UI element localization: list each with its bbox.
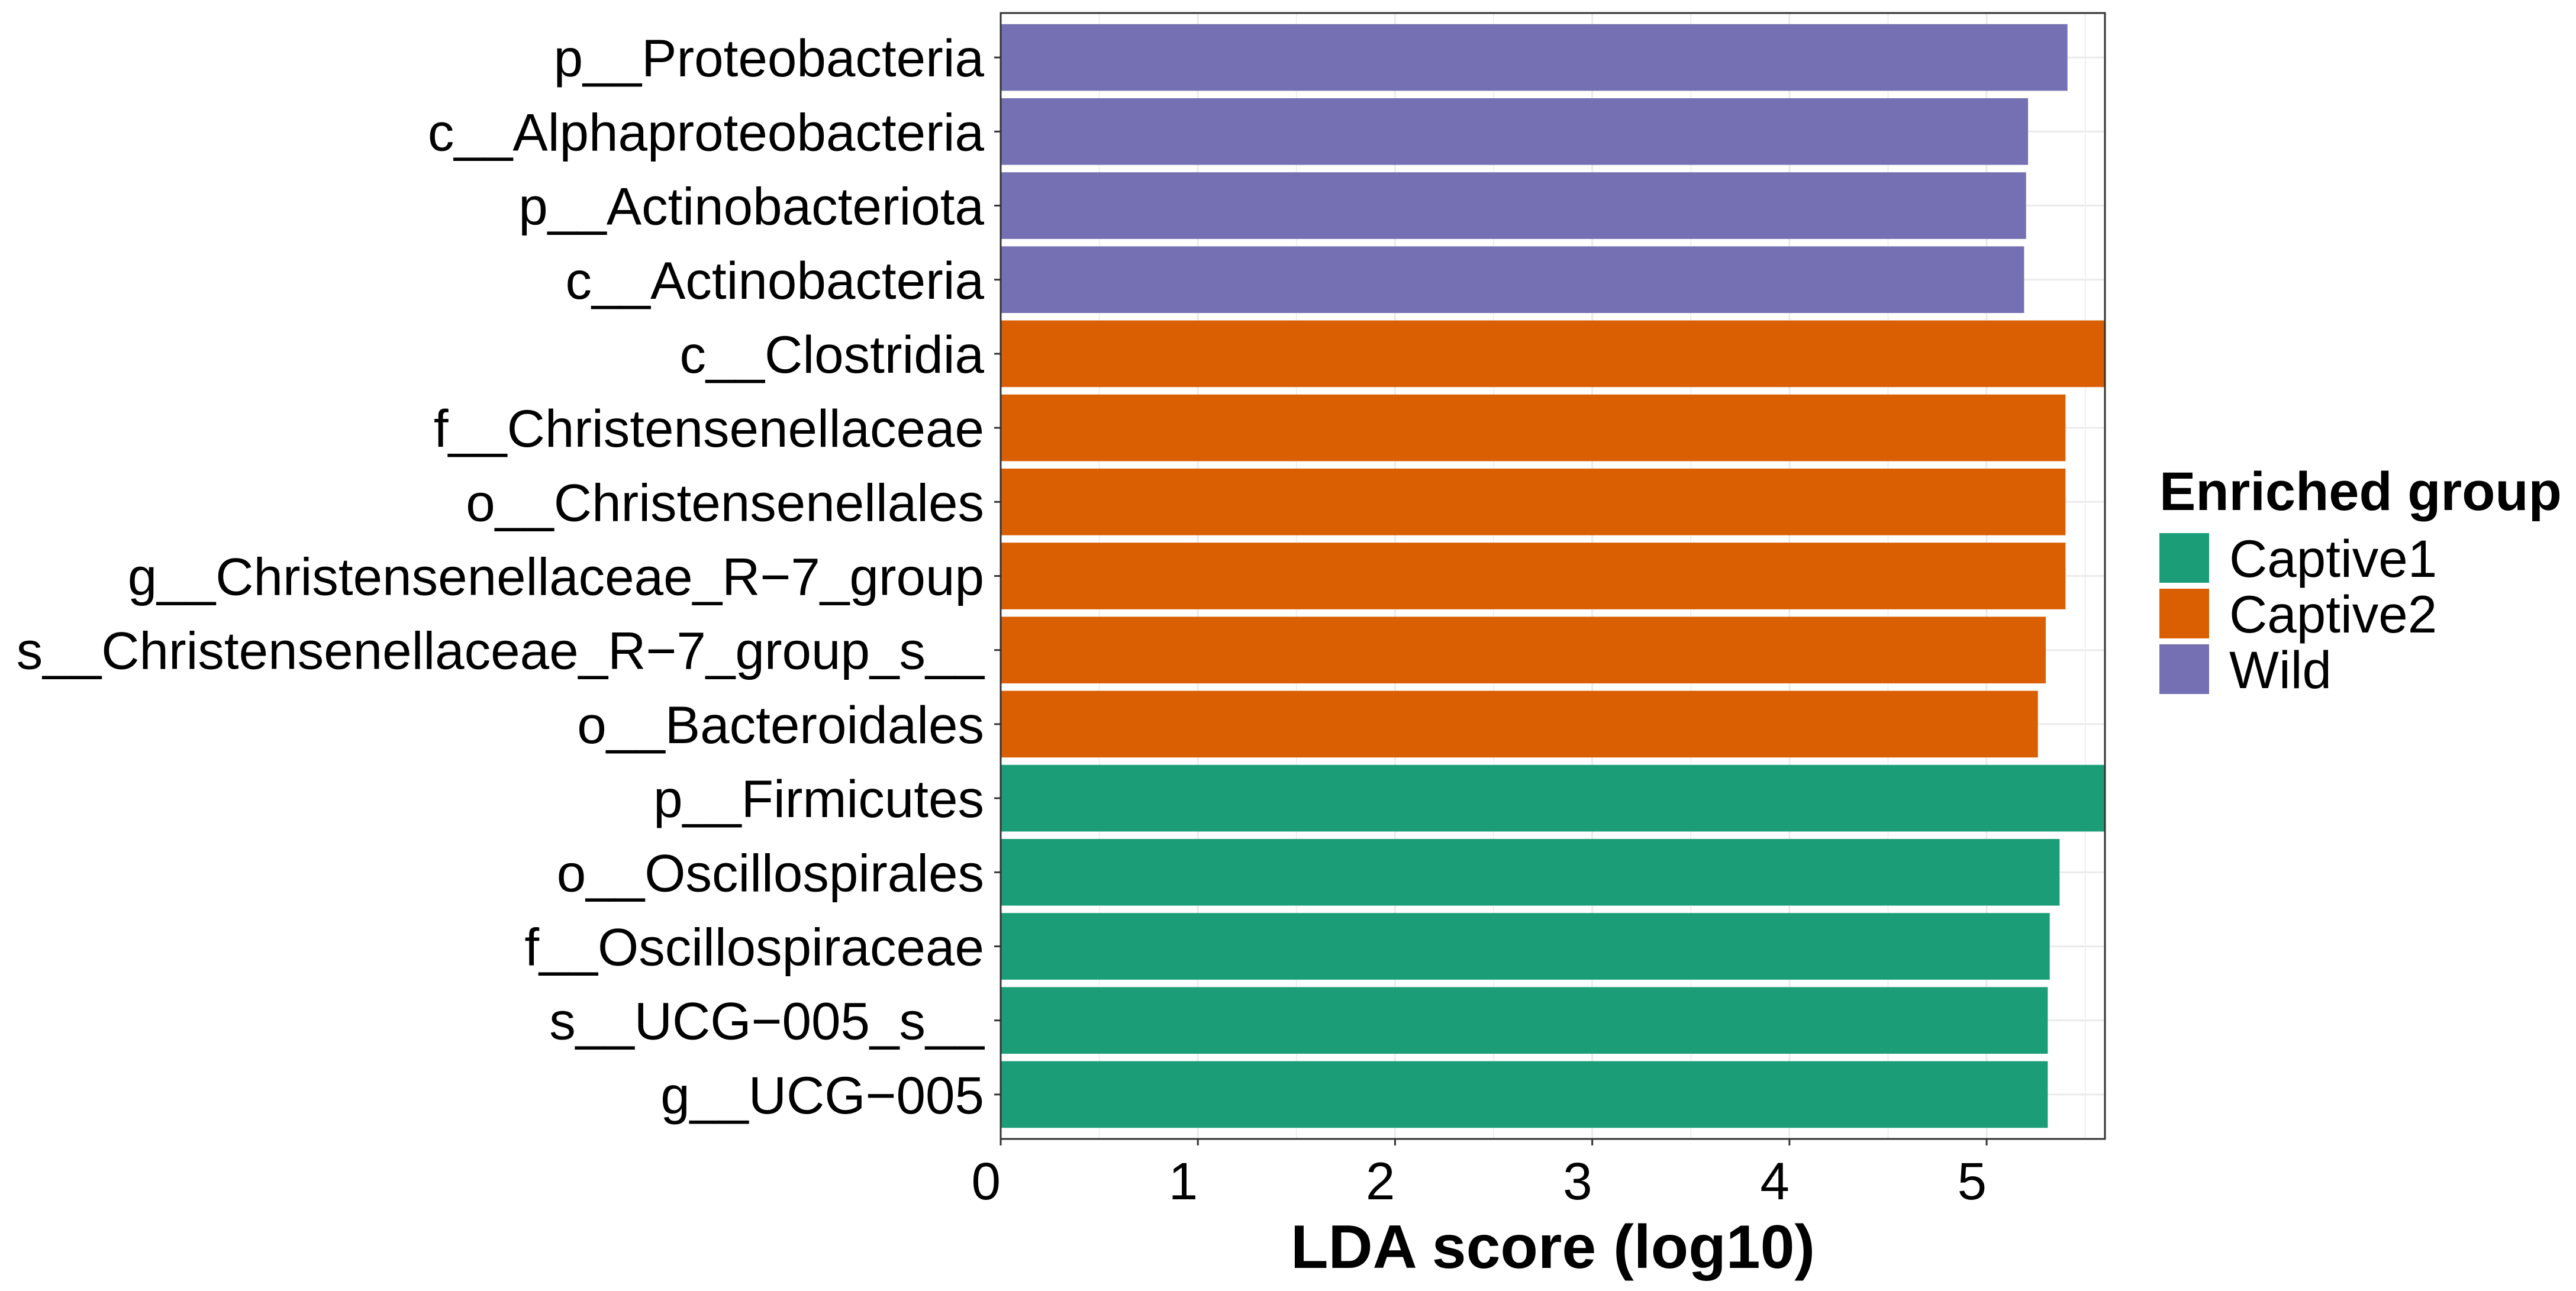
y-tick-label-o-oscillospirales: o__Oscillospirales bbox=[557, 843, 984, 902]
x-tick-label-2: 2 bbox=[1366, 1151, 1395, 1211]
y-tick-label-c-alphaproteobacteria: c__Alphaproteobacteria bbox=[428, 102, 985, 162]
y-tick-label-p-firmicutes: p__Firmicutes bbox=[653, 769, 984, 828]
y-tick-label-c-clostridia: c__Clostridia bbox=[680, 325, 985, 384]
legend-key-wild bbox=[2159, 644, 2209, 694]
bar-g-ucg-005 bbox=[1001, 1061, 2048, 1128]
x-tick-label-3: 3 bbox=[1563, 1151, 1592, 1211]
y-tick-label-p-actinobacteriota: p__Actinobacteriota bbox=[518, 177, 984, 236]
y-tick-label-s-ucg-005-s: s__UCG−005_s__ bbox=[549, 992, 985, 1051]
x-axis-title: LDA score (log10) bbox=[1291, 1213, 1815, 1282]
axis-ticks bbox=[994, 56, 1988, 1145]
bar-f-christensenellaceae bbox=[1001, 394, 2066, 461]
bar-c-alphaproteobacteria bbox=[1001, 98, 2029, 165]
x-tick-label-4: 4 bbox=[1760, 1151, 1790, 1211]
bar-c-actinobacteria bbox=[1001, 246, 2024, 314]
legend-key-captive2 bbox=[2159, 589, 2209, 638]
legend-label-wild: Wild bbox=[2229, 640, 2332, 699]
bar-o-bacteroidales bbox=[1001, 690, 2038, 758]
x-tick-label-1: 1 bbox=[1169, 1151, 1198, 1211]
legend: Enriched group Captive1 Captive2 Wild bbox=[2159, 461, 2562, 699]
y-tick-label-o-christensenellales: o__Christensenellales bbox=[466, 473, 984, 532]
y-tick-label-f-oscillospiraceae: f__Oscillospiraceae bbox=[524, 918, 984, 977]
y-tick-label-p-proteobacteria: p__Proteobacteria bbox=[554, 28, 985, 88]
y-tick-label-g-christensenellaceae-r-7-group: g__Christensenellaceae_R−7_group bbox=[128, 547, 984, 606]
x-tick-label-0: 0 bbox=[972, 1151, 1001, 1211]
bar-c-clostridia bbox=[1001, 320, 2105, 388]
bars bbox=[1001, 24, 2105, 1128]
bar-f-oscillospiraceae bbox=[1001, 913, 2050, 980]
bar-p-actinobacteriota bbox=[1001, 172, 2026, 239]
bar-p-proteobacteria bbox=[1001, 24, 2068, 91]
bar-s-ucg-005-s bbox=[1001, 987, 2048, 1054]
y-tick-label-c-actinobacteria: c__Actinobacteria bbox=[566, 251, 985, 310]
legend-label-captive1: Captive1 bbox=[2229, 529, 2437, 588]
legend-key-captive1 bbox=[2159, 533, 2209, 583]
y-tick-label-o-bacteroidales: o__Bacteroidales bbox=[577, 695, 984, 754]
bar-o-oscillospirales bbox=[1001, 838, 2060, 906]
x-axis-tick-labels: 0 1 2 3 4 5 bbox=[972, 1151, 1987, 1211]
bar-s-christensenellaceae-r-7-group-s bbox=[1001, 617, 2046, 684]
y-tick-label-f-christensenellaceae: f__Christensenellaceae bbox=[434, 399, 984, 458]
y-tick-label-s-christensenellaceae-r-7-group-s: s__Christensenellaceae_R−7_group_s__ bbox=[17, 621, 985, 680]
y-axis-tick-labels: p__Proteobacteria c__Alphaproteobacteriap… bbox=[17, 28, 985, 1125]
legend-label-captive2: Captive2 bbox=[2229, 585, 2437, 644]
x-tick-label-5: 5 bbox=[1958, 1151, 1987, 1211]
bar-o-christensenellales bbox=[1001, 468, 2066, 535]
y-tick-label-g-ucg-005: g__UCG−005 bbox=[660, 1066, 984, 1125]
bar-p-firmicutes bbox=[1001, 764, 2105, 832]
legend-title: Enriched group bbox=[2159, 461, 2562, 522]
bar-g-christensenellaceae-r-7-group bbox=[1001, 543, 2066, 609]
